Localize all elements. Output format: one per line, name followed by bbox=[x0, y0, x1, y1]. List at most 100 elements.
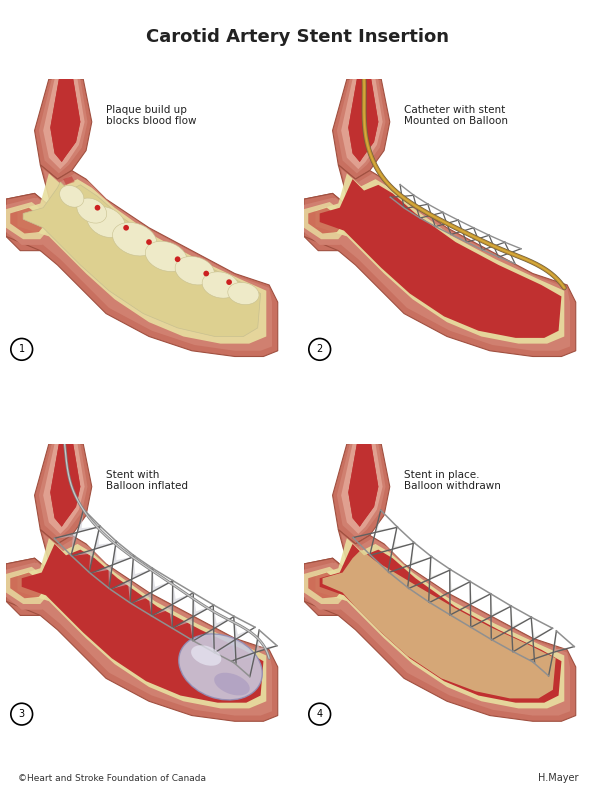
Circle shape bbox=[123, 225, 129, 231]
Text: H.Mayer: H.Mayer bbox=[538, 773, 578, 783]
Polygon shape bbox=[310, 534, 570, 715]
Polygon shape bbox=[50, 444, 80, 527]
Polygon shape bbox=[17, 174, 266, 343]
Polygon shape bbox=[255, 630, 277, 653]
Text: 2: 2 bbox=[316, 344, 323, 354]
Text: 1: 1 bbox=[18, 344, 25, 354]
Ellipse shape bbox=[113, 223, 157, 256]
Polygon shape bbox=[411, 542, 432, 565]
Text: Stent in place.
Balloon withdrawn: Stent in place. Balloon withdrawn bbox=[404, 469, 501, 491]
Polygon shape bbox=[304, 562, 351, 610]
Polygon shape bbox=[333, 79, 390, 179]
Polygon shape bbox=[193, 629, 214, 653]
Polygon shape bbox=[6, 165, 278, 357]
Ellipse shape bbox=[77, 198, 107, 223]
Polygon shape bbox=[553, 631, 575, 653]
Ellipse shape bbox=[191, 646, 221, 666]
Polygon shape bbox=[337, 444, 386, 538]
Circle shape bbox=[203, 270, 209, 277]
Ellipse shape bbox=[60, 186, 84, 207]
Polygon shape bbox=[319, 179, 561, 338]
Polygon shape bbox=[12, 534, 272, 715]
Polygon shape bbox=[322, 550, 555, 699]
Polygon shape bbox=[348, 444, 378, 527]
Polygon shape bbox=[315, 538, 564, 708]
Polygon shape bbox=[470, 581, 491, 604]
Polygon shape bbox=[348, 79, 378, 162]
Ellipse shape bbox=[214, 672, 250, 695]
Polygon shape bbox=[43, 79, 85, 169]
Polygon shape bbox=[308, 208, 343, 233]
Circle shape bbox=[146, 239, 152, 245]
Polygon shape bbox=[23, 182, 260, 336]
Polygon shape bbox=[35, 79, 92, 179]
Circle shape bbox=[175, 256, 181, 262]
Polygon shape bbox=[39, 79, 88, 174]
Polygon shape bbox=[39, 444, 88, 538]
Polygon shape bbox=[315, 174, 564, 343]
Polygon shape bbox=[10, 573, 45, 598]
Polygon shape bbox=[341, 79, 383, 169]
Polygon shape bbox=[337, 79, 386, 174]
Text: Carotid Artery Stent Insertion: Carotid Artery Stent Insertion bbox=[147, 28, 449, 46]
Text: Plaque build up
blocks blood flow: Plaque build up blocks blood flow bbox=[106, 105, 197, 126]
Polygon shape bbox=[6, 567, 49, 604]
Polygon shape bbox=[50, 79, 80, 162]
Polygon shape bbox=[511, 606, 532, 629]
Polygon shape bbox=[152, 569, 173, 592]
Text: 4: 4 bbox=[316, 709, 323, 719]
Polygon shape bbox=[151, 604, 172, 628]
Polygon shape bbox=[172, 617, 193, 641]
Polygon shape bbox=[10, 208, 45, 233]
Polygon shape bbox=[491, 594, 511, 617]
Polygon shape bbox=[6, 562, 53, 610]
Polygon shape bbox=[43, 444, 85, 534]
Polygon shape bbox=[72, 550, 94, 573]
Polygon shape bbox=[341, 444, 383, 534]
Polygon shape bbox=[234, 616, 255, 640]
Polygon shape bbox=[348, 444, 378, 527]
Polygon shape bbox=[132, 555, 153, 579]
Polygon shape bbox=[304, 193, 355, 251]
Polygon shape bbox=[50, 444, 80, 527]
Text: ©Heart and Stroke Foundation of Canada: ©Heart and Stroke Foundation of Canada bbox=[18, 775, 206, 783]
Polygon shape bbox=[319, 544, 561, 703]
Circle shape bbox=[226, 279, 232, 285]
Polygon shape bbox=[50, 79, 80, 162]
Polygon shape bbox=[450, 569, 470, 592]
Text: Stent with
Balloon inflated: Stent with Balloon inflated bbox=[106, 469, 188, 491]
Polygon shape bbox=[110, 579, 132, 603]
Polygon shape bbox=[308, 573, 343, 598]
Polygon shape bbox=[531, 617, 552, 640]
Ellipse shape bbox=[202, 272, 239, 298]
Polygon shape bbox=[304, 165, 576, 357]
Ellipse shape bbox=[228, 282, 259, 305]
Polygon shape bbox=[333, 444, 390, 544]
Polygon shape bbox=[6, 197, 53, 245]
Polygon shape bbox=[21, 544, 263, 703]
Polygon shape bbox=[35, 444, 92, 544]
Polygon shape bbox=[348, 79, 378, 162]
Polygon shape bbox=[131, 592, 152, 616]
Polygon shape bbox=[304, 202, 347, 239]
Polygon shape bbox=[17, 538, 266, 708]
Polygon shape bbox=[430, 556, 451, 579]
Polygon shape bbox=[304, 197, 351, 245]
Polygon shape bbox=[392, 527, 415, 550]
Polygon shape bbox=[310, 169, 570, 351]
Polygon shape bbox=[63, 176, 74, 185]
Polygon shape bbox=[6, 193, 57, 251]
Text: 3: 3 bbox=[18, 709, 25, 719]
Polygon shape bbox=[193, 593, 214, 617]
Text: Catheter with stent
Mounted on Balloon: Catheter with stent Mounted on Balloon bbox=[404, 105, 508, 126]
Ellipse shape bbox=[145, 241, 187, 271]
Ellipse shape bbox=[87, 206, 125, 238]
Polygon shape bbox=[6, 530, 278, 722]
Polygon shape bbox=[77, 509, 100, 532]
Polygon shape bbox=[304, 530, 576, 722]
Ellipse shape bbox=[179, 634, 262, 700]
Polygon shape bbox=[172, 580, 193, 604]
Polygon shape bbox=[6, 202, 49, 239]
Polygon shape bbox=[94, 526, 117, 550]
Polygon shape bbox=[304, 558, 355, 615]
